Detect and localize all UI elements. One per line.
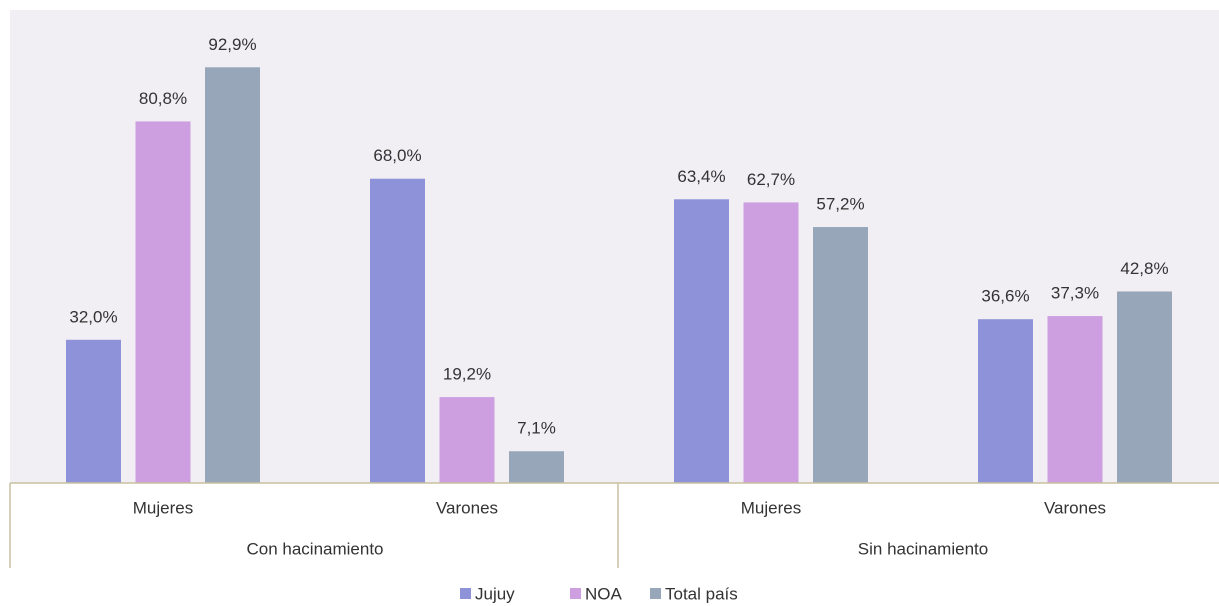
legend-label: Jujuy bbox=[475, 584, 515, 603]
data-label: 57,2% bbox=[816, 195, 864, 214]
data-label: 62,7% bbox=[747, 170, 795, 189]
plot-area bbox=[10, 10, 1219, 483]
legend-label: Total país bbox=[665, 584, 738, 603]
data-label: 92,9% bbox=[208, 35, 256, 54]
bar bbox=[813, 227, 868, 483]
x-tick-label: Varones bbox=[436, 498, 498, 517]
x-tick-label: Mujeres bbox=[741, 498, 801, 517]
bar bbox=[674, 199, 729, 484]
bar bbox=[978, 319, 1033, 483]
bar bbox=[1117, 291, 1172, 483]
legend-swatch bbox=[460, 588, 471, 599]
data-label: 42,8% bbox=[1120, 259, 1168, 278]
bar bbox=[743, 202, 799, 484]
x-tick-label: Varones bbox=[1044, 498, 1106, 517]
group-label: Sin hacinamiento bbox=[858, 539, 988, 558]
data-label: 7,1% bbox=[517, 419, 556, 438]
bar bbox=[1047, 316, 1103, 483]
bar bbox=[205, 67, 260, 484]
bar bbox=[439, 397, 495, 483]
bar bbox=[370, 178, 425, 483]
bar bbox=[66, 339, 121, 483]
bar bbox=[509, 451, 564, 483]
data-label: 63,4% bbox=[677, 167, 725, 186]
data-label: 36,6% bbox=[981, 287, 1029, 306]
data-label: 19,2% bbox=[443, 365, 491, 384]
data-label: 32,0% bbox=[69, 307, 117, 326]
bar bbox=[135, 121, 191, 484]
group-label: Con hacinamiento bbox=[246, 539, 383, 558]
legend-swatch bbox=[650, 588, 661, 599]
legend-label: NOA bbox=[585, 584, 623, 603]
legend-swatch bbox=[570, 588, 581, 599]
data-label: 37,3% bbox=[1051, 284, 1099, 303]
data-label: 80,8% bbox=[139, 89, 187, 108]
data-label: 68,0% bbox=[373, 146, 421, 165]
x-tick-label: Mujeres bbox=[133, 498, 193, 517]
